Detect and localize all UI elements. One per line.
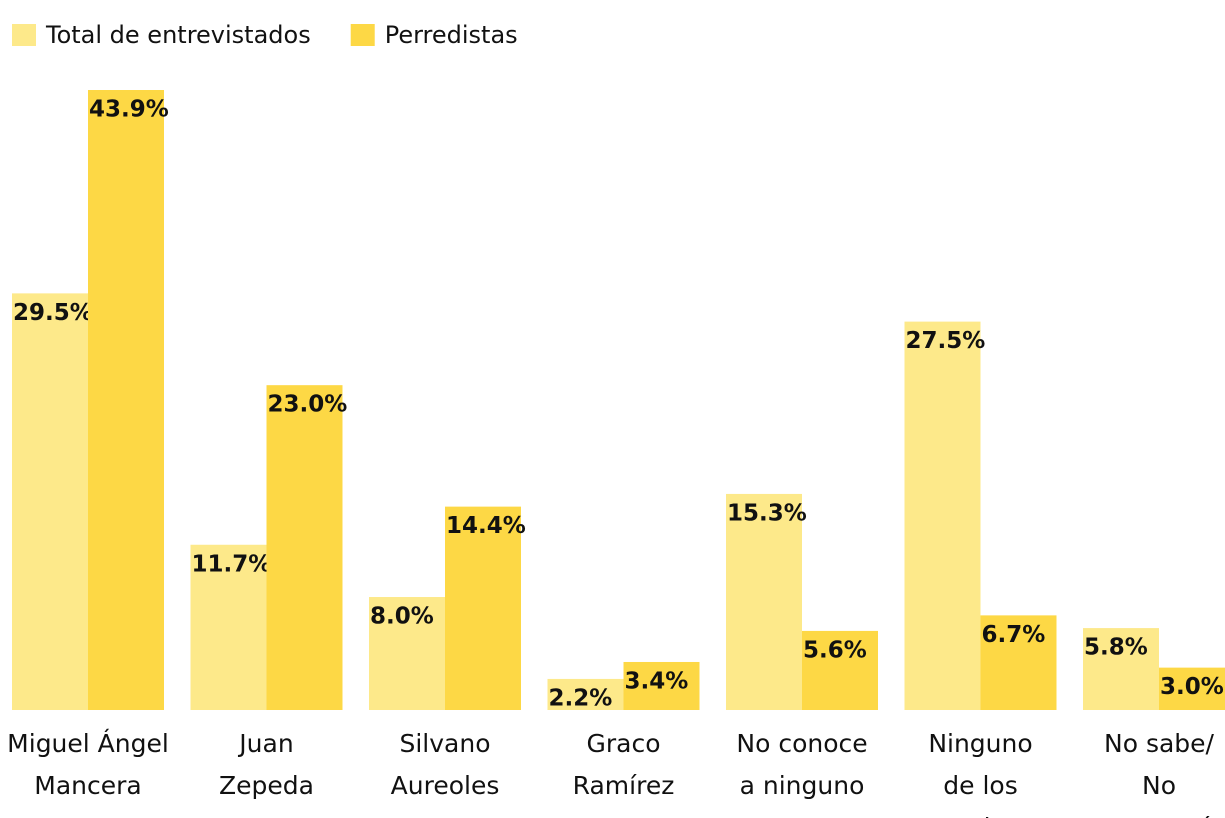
value-label: 43.9%: [89, 97, 169, 123]
bar: [266, 385, 343, 710]
bar: [190, 544, 267, 710]
bar: [12, 293, 88, 710]
bar: [369, 597, 445, 710]
bar: [623, 661, 700, 710]
x-tick-label: contestó: [1105, 813, 1213, 818]
bar: [547, 678, 624, 710]
x-tick-label: No sabe/: [1104, 729, 1215, 758]
value-label: 5.6%: [803, 637, 867, 663]
legend-label: Perredistas: [385, 21, 518, 49]
x-tick-label: Graco: [586, 729, 660, 758]
legend-swatch: [12, 24, 36, 46]
x-tick-label: No conoce: [736, 729, 867, 758]
value-label: 29.5%: [13, 300, 93, 326]
bar: [445, 506, 521, 710]
value-label: 5.8%: [1084, 635, 1148, 661]
value-label: 11.7%: [192, 551, 272, 577]
x-tick-label: Juan: [237, 729, 293, 758]
legend-label: Total de entrevistados: [45, 21, 311, 49]
bar: [904, 321, 981, 710]
x-tick-label: Zepeda: [219, 771, 314, 800]
value-label: 6.7%: [982, 622, 1046, 648]
value-label: 8.0%: [370, 604, 434, 630]
bar: [980, 615, 1057, 710]
x-tick-label: Silvano: [399, 729, 490, 758]
value-label: 27.5%: [906, 328, 986, 354]
x-tick-label: Ramírez: [573, 771, 675, 800]
bar: [726, 493, 802, 710]
value-label: 2.2%: [549, 685, 613, 711]
x-tick-label: Ninguno: [928, 729, 1032, 758]
value-label: 14.4%: [446, 513, 526, 539]
x-tick-label: Mancera: [34, 771, 141, 800]
value-label: 3.4%: [625, 668, 689, 694]
value-label: 23.0%: [268, 392, 348, 418]
x-tick-label: No: [1142, 771, 1176, 800]
bar: [1159, 667, 1225, 710]
legend-swatch: [350, 24, 375, 46]
x-tick-label: de los: [943, 771, 1017, 800]
x-tick-label: a ninguno: [740, 771, 865, 800]
x-tick-label: Aureoles: [391, 771, 500, 800]
bar: [802, 630, 878, 710]
x-tick-label: anteriores: [917, 813, 1044, 818]
bar: [88, 90, 164, 710]
value-label: 3.0%: [1160, 674, 1224, 700]
x-tick-label: Miguel Ángel: [7, 729, 169, 758]
value-label: 15.3%: [727, 500, 807, 526]
bar: [1083, 628, 1159, 710]
